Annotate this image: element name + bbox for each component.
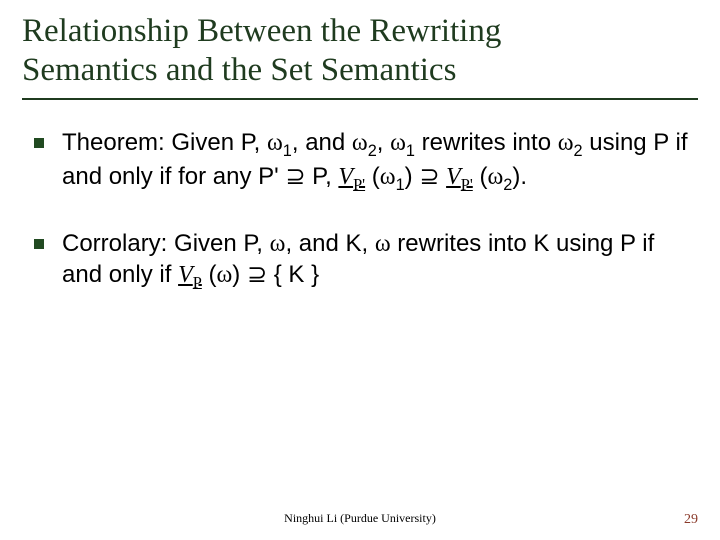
bullet-theorem: Theorem: Given P, ω1, and ω2, ω1 rewrite… — [28, 128, 698, 195]
body-list: Theorem: Given P, ω1, and ω2, ω1 rewrite… — [22, 128, 698, 292]
vp-symbol: VP — [178, 262, 202, 288]
slide-title: Relationship Between the Rewriting Seman… — [22, 12, 698, 96]
vp-symbol: VP' — [338, 164, 365, 190]
page-number: 29 — [684, 512, 698, 528]
title-line-1: Relationship Between the Rewriting — [22, 13, 501, 49]
bullet-corollary: Corrolary: Given P, ω, and K, ω rewrites… — [28, 229, 698, 292]
vp-symbol: VP' — [446, 164, 473, 190]
title-rule — [22, 98, 698, 100]
theorem-text: Theorem: Given P, ω1, and ω2, ω1 rewrite… — [62, 129, 688, 190]
corollary-text: Corrolary: Given P, ω, and K, ω rewrites… — [62, 230, 654, 287]
title-line-2: Semantics and the Set Semantics — [22, 52, 456, 88]
footer-author: Ninghui Li (Purdue University) — [0, 511, 720, 526]
slide: Relationship Between the Rewriting Seman… — [0, 0, 720, 540]
